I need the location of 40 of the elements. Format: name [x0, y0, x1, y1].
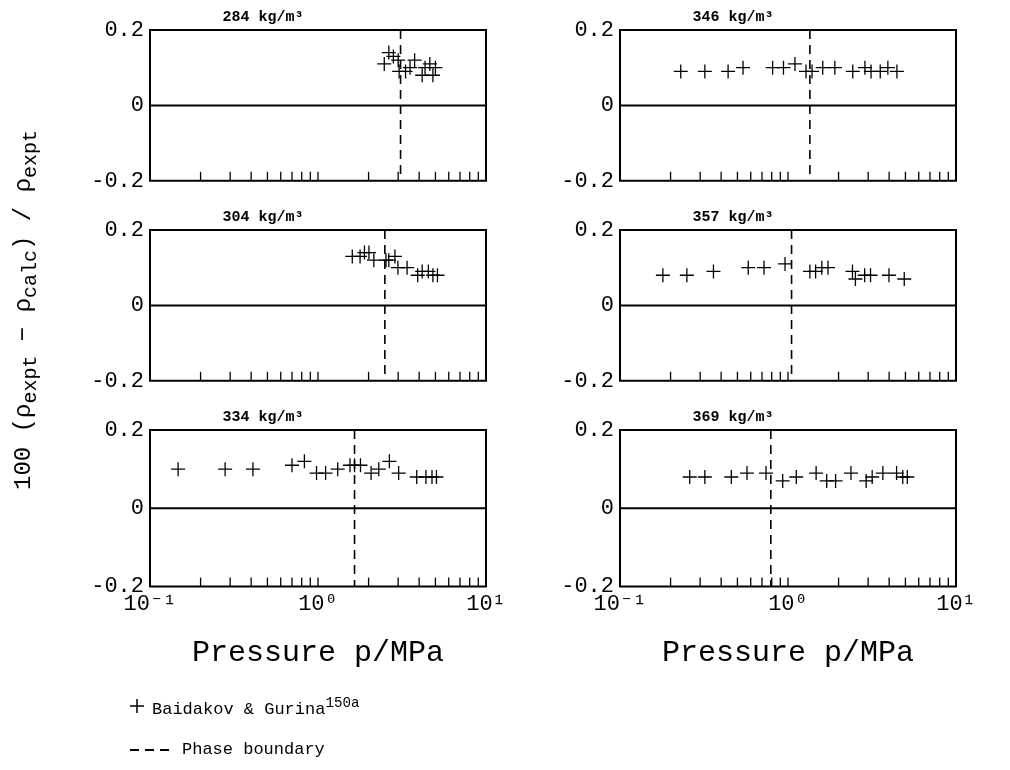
chart-title: 334 kg/m³ — [222, 408, 304, 426]
y-tick-label: 0 — [600, 496, 614, 522]
point — [402, 60, 418, 76]
y-tick-label: 0 — [130, 293, 144, 319]
chart-title: 284 kg/m³ — [222, 8, 304, 26]
x-axis-title: Pressure p/MPa — [191, 635, 445, 670]
point — [406, 52, 423, 68]
y-tick-label: 0.2 — [104, 417, 144, 443]
y-tick-label: 0.2 — [574, 17, 614, 43]
y-tick-label: 0.2 — [104, 17, 144, 43]
y-tick-label: 0.2 — [574, 217, 614, 243]
point — [352, 248, 368, 265]
y-tick-label: 0 — [130, 93, 144, 119]
x-tick-label: 10⁰ — [768, 591, 808, 617]
y-tick-label: -0.2 — [91, 168, 144, 194]
chart-title: 346 kg/m³ — [692, 8, 774, 26]
y-tick-label: -0.2 — [91, 368, 144, 394]
point — [397, 63, 414, 80]
y-tick-label: -0.2 — [561, 368, 614, 394]
legend-label: Baidakov & Gurina$^{150a}$ — [152, 694, 360, 721]
point — [387, 248, 403, 265]
point — [422, 56, 438, 72]
x-tick-label: 10¹ — [466, 591, 506, 617]
point — [399, 260, 415, 276]
y-tick-label: 0 — [600, 93, 614, 119]
chart-title: 304 kg/m³ — [222, 208, 304, 226]
y-tick-label: 0.2 — [574, 417, 614, 443]
chart-title: 369 kg/m³ — [692, 408, 774, 426]
y-tick-label: 0 — [600, 293, 614, 319]
x-tick-label: 10⁰ — [298, 591, 338, 617]
y-tick-label: 0 — [130, 496, 144, 522]
x-axis-title: Pressure p/MPa — [661, 635, 915, 670]
chart-title: 357 kg/m³ — [692, 208, 774, 226]
point — [429, 267, 446, 283]
y-tick-label: 0.2 — [104, 217, 144, 243]
x-tick-label: 10¹ — [936, 591, 976, 617]
point — [385, 48, 402, 65]
legend-label: Phase boundary — [182, 738, 325, 761]
point — [420, 263, 437, 280]
y-tick-label: -0.2 — [561, 168, 614, 194]
